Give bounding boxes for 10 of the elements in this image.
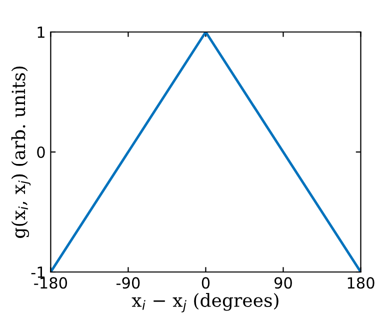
y-axis-title: g(x$_{i}$, x$_{j}$) (arb. units) xyxy=(11,66,31,238)
x-tick-label: 180 xyxy=(348,277,374,289)
y-tick-label: 0 xyxy=(37,146,45,158)
y-tick-label: 1 xyxy=(38,26,44,38)
x-axis-title: x$_{i}$ − x$_{j}$ (degrees) xyxy=(132,293,278,312)
y-tick-label: -1 xyxy=(31,266,44,278)
x-tick-label: 0 xyxy=(202,277,210,289)
x-tick-label: 90 xyxy=(274,277,292,289)
x-tick-label: -180 xyxy=(34,277,68,289)
x-tick-label: -90 xyxy=(116,277,140,289)
